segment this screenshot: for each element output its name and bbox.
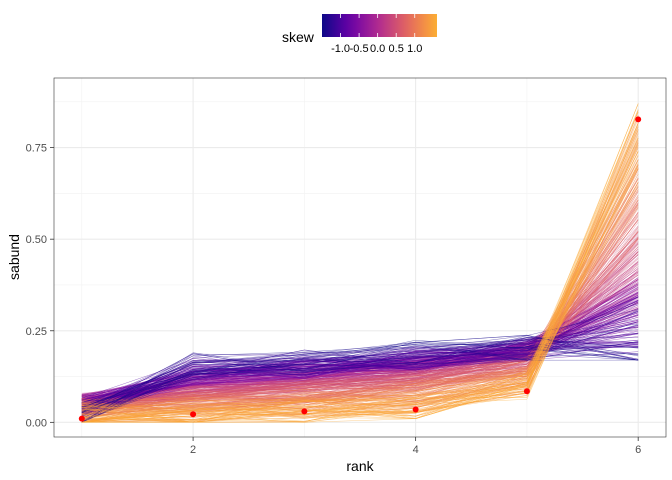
- x-axis-title: rank: [346, 458, 374, 474]
- simulated-curve: [81, 168, 639, 423]
- observed-points: [78, 116, 642, 422]
- simulated-curve: [81, 103, 639, 423]
- simulated-curve: [81, 321, 639, 423]
- simulated-curve: [81, 137, 639, 418]
- legend-tick-label: 0.5: [389, 43, 404, 55]
- legend-colorbar: [322, 14, 437, 37]
- simulated-curve: [81, 344, 639, 408]
- simulated-curves: [81, 103, 639, 423]
- y-axis-title: sabund: [6, 234, 22, 280]
- simulated-curve: [81, 103, 639, 423]
- simulated-curve: [81, 145, 639, 423]
- x-axis: 2 4 6: [190, 437, 641, 456]
- y-tick-label: 0.75: [26, 143, 47, 155]
- x-tick-label: 6: [635, 444, 641, 456]
- simulated-curve: [81, 110, 639, 423]
- legend-tick-label: 0.0: [370, 43, 385, 55]
- observed-point: [412, 406, 419, 413]
- observed-point: [301, 408, 308, 415]
- simulated-curve: [81, 166, 639, 423]
- observed-point: [635, 116, 642, 123]
- observed-point: [190, 411, 197, 418]
- observed-point: [523, 388, 530, 395]
- legend-tick-label: 1.0: [407, 43, 422, 55]
- legend: skew -1.0 -0.5 0.0 0.5 1.0: [282, 14, 437, 55]
- observed-point: [78, 415, 85, 422]
- x-tick-label: 4: [413, 444, 419, 456]
- legend-tick-label: -0.5: [350, 43, 369, 55]
- simulated-curve: [81, 351, 639, 401]
- legend-title: skew: [282, 29, 315, 45]
- simulated-curve: [81, 122, 639, 422]
- simulated-curve: [81, 344, 639, 423]
- simulated-curve: [81, 142, 639, 422]
- y-tick-label: 0.25: [26, 326, 47, 338]
- y-axis: 0.00 0.25 0.50 0.75: [26, 143, 54, 429]
- simulated-curve: [81, 341, 639, 413]
- x-tick-label: 2: [190, 444, 196, 456]
- legend-ticks: -1.0 -0.5 0.0 0.5 1.0: [331, 14, 422, 55]
- y-tick-label: 0.50: [26, 234, 47, 246]
- legend-tick-label: -1.0: [331, 43, 350, 55]
- plot-panel-border: [53, 77, 667, 438]
- y-tick-label: 0.00: [26, 417, 47, 429]
